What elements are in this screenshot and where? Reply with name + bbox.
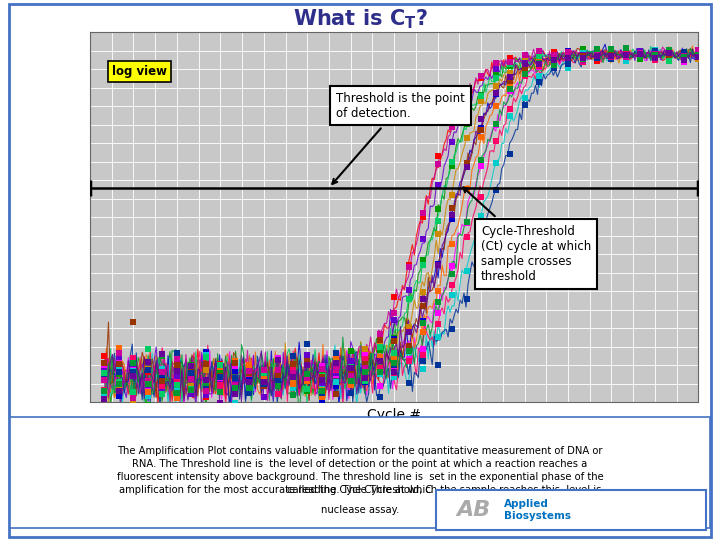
Text: AB: AB xyxy=(456,500,491,520)
Text: What is $\mathbf{C_T}$?: What is $\mathbf{C_T}$? xyxy=(292,7,428,31)
Text: nuclease assay.: nuclease assay. xyxy=(321,505,399,515)
Text: Cycle-Threshold
(Ct) cycle at which
sample crosses
threshold: Cycle-Threshold (Ct) cycle at which samp… xyxy=(463,187,591,283)
Text: Applied
Biosystems: Applied Biosystems xyxy=(504,498,571,521)
Text: The Amplification Plot contains valuable information for the quantitative measur: The Amplification Plot contains valuable… xyxy=(117,446,603,495)
Text: Cycle #: Cycle # xyxy=(367,408,422,422)
Text: log view: log view xyxy=(112,65,167,78)
Text: called the Cycle Threshold, C: called the Cycle Threshold, C xyxy=(287,485,433,495)
Text: Threshold is the point
of detection.: Threshold is the point of detection. xyxy=(333,92,465,184)
